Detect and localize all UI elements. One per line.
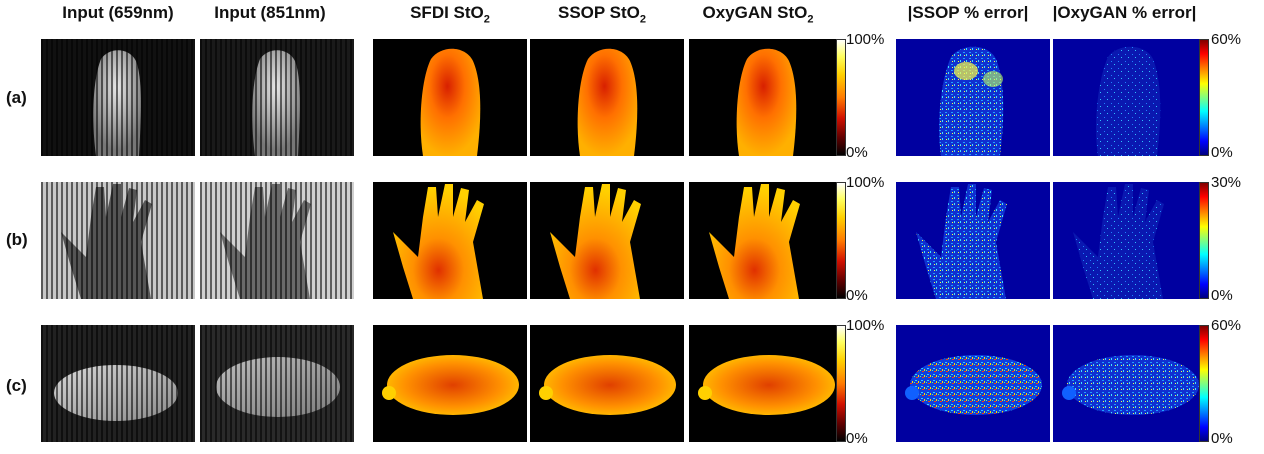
panel-a-oxygan [689,39,843,156]
panel-a-ssop [530,39,684,156]
panel-b-input-851 [200,182,354,299]
subscript: 2 [639,13,646,26]
panel-c-ssop-error [896,325,1050,442]
column-title-oxygan-error: |OxyGAN % error| [1052,3,1197,22]
colorbar-b-sto2 [836,182,846,299]
colorbar-c-error-min: 0% [1211,430,1233,447]
colorbar-a-sto2 [836,39,846,156]
panel-a-oxygan-error [1053,39,1207,156]
column-title-oxygan: OxyGAN StO2 [683,3,833,25]
column-title-sfdi: SFDI StO2 [380,3,520,25]
colorbar-c-sto2 [836,325,846,442]
ssop-title-text: SSOP StO [557,3,640,22]
panel-a-sfdi [373,39,527,156]
panel-b-oxygan [689,182,843,299]
colorbar-b-error-min: 0% [1211,287,1233,304]
row-label-b: (b) [6,230,28,249]
row-label-c: (c) [6,376,27,395]
panel-b-input-659 [41,182,195,299]
panel-c-oxygan-error [1053,325,1207,442]
panel-c-input-851 [200,325,354,442]
panel-b-sfdi [373,182,527,299]
panel-b-ssop-error [896,182,1050,299]
colorbar-b-error-max: 30% [1211,174,1242,191]
colorbar-a-sto2-max: 100% [846,31,885,48]
subscript: 2 [483,13,490,26]
column-title-input-659: Input (659nm) [62,3,174,22]
column-title-input-851: Input (851nm) [214,3,326,22]
panel-c-oxygan [689,325,843,442]
colorbar-a-sto2-min: 0% [846,144,868,161]
colorbar-a-error [1199,39,1209,156]
panel-c-sfdi [373,325,527,442]
colorbar-c-sto2-max: 100% [846,317,885,334]
column-title-ssop: SSOP StO2 [532,3,672,25]
colorbar-c-error-max: 60% [1211,317,1242,334]
colorbar-b-sto2-min: 0% [846,287,868,304]
column-title-ssop-error: |SSOP % error| [907,3,1029,22]
panel-a-input-851 [200,39,354,156]
sfdi-title-text: SFDI StO [410,3,484,22]
panel-a-ssop-error [896,39,1050,156]
colorbar-c-sto2-min: 0% [846,430,868,447]
panel-c-ssop [530,325,684,442]
panel-b-ssop [530,182,684,299]
subscript: 2 [807,13,814,26]
oxygan-title-text: OxyGAN StO [702,3,808,22]
row-label-a: (a) [6,88,27,107]
colorbar-b-sto2-max: 100% [846,174,885,191]
panel-c-input-659 [41,325,195,442]
colorbar-b-error [1199,182,1209,299]
colorbar-c-error [1199,325,1209,442]
colorbar-a-error-min: 0% [1211,144,1233,161]
panel-a-input-659 [41,39,195,156]
colorbar-a-error-max: 60% [1211,31,1242,48]
panel-b-oxygan-error [1053,182,1207,299]
